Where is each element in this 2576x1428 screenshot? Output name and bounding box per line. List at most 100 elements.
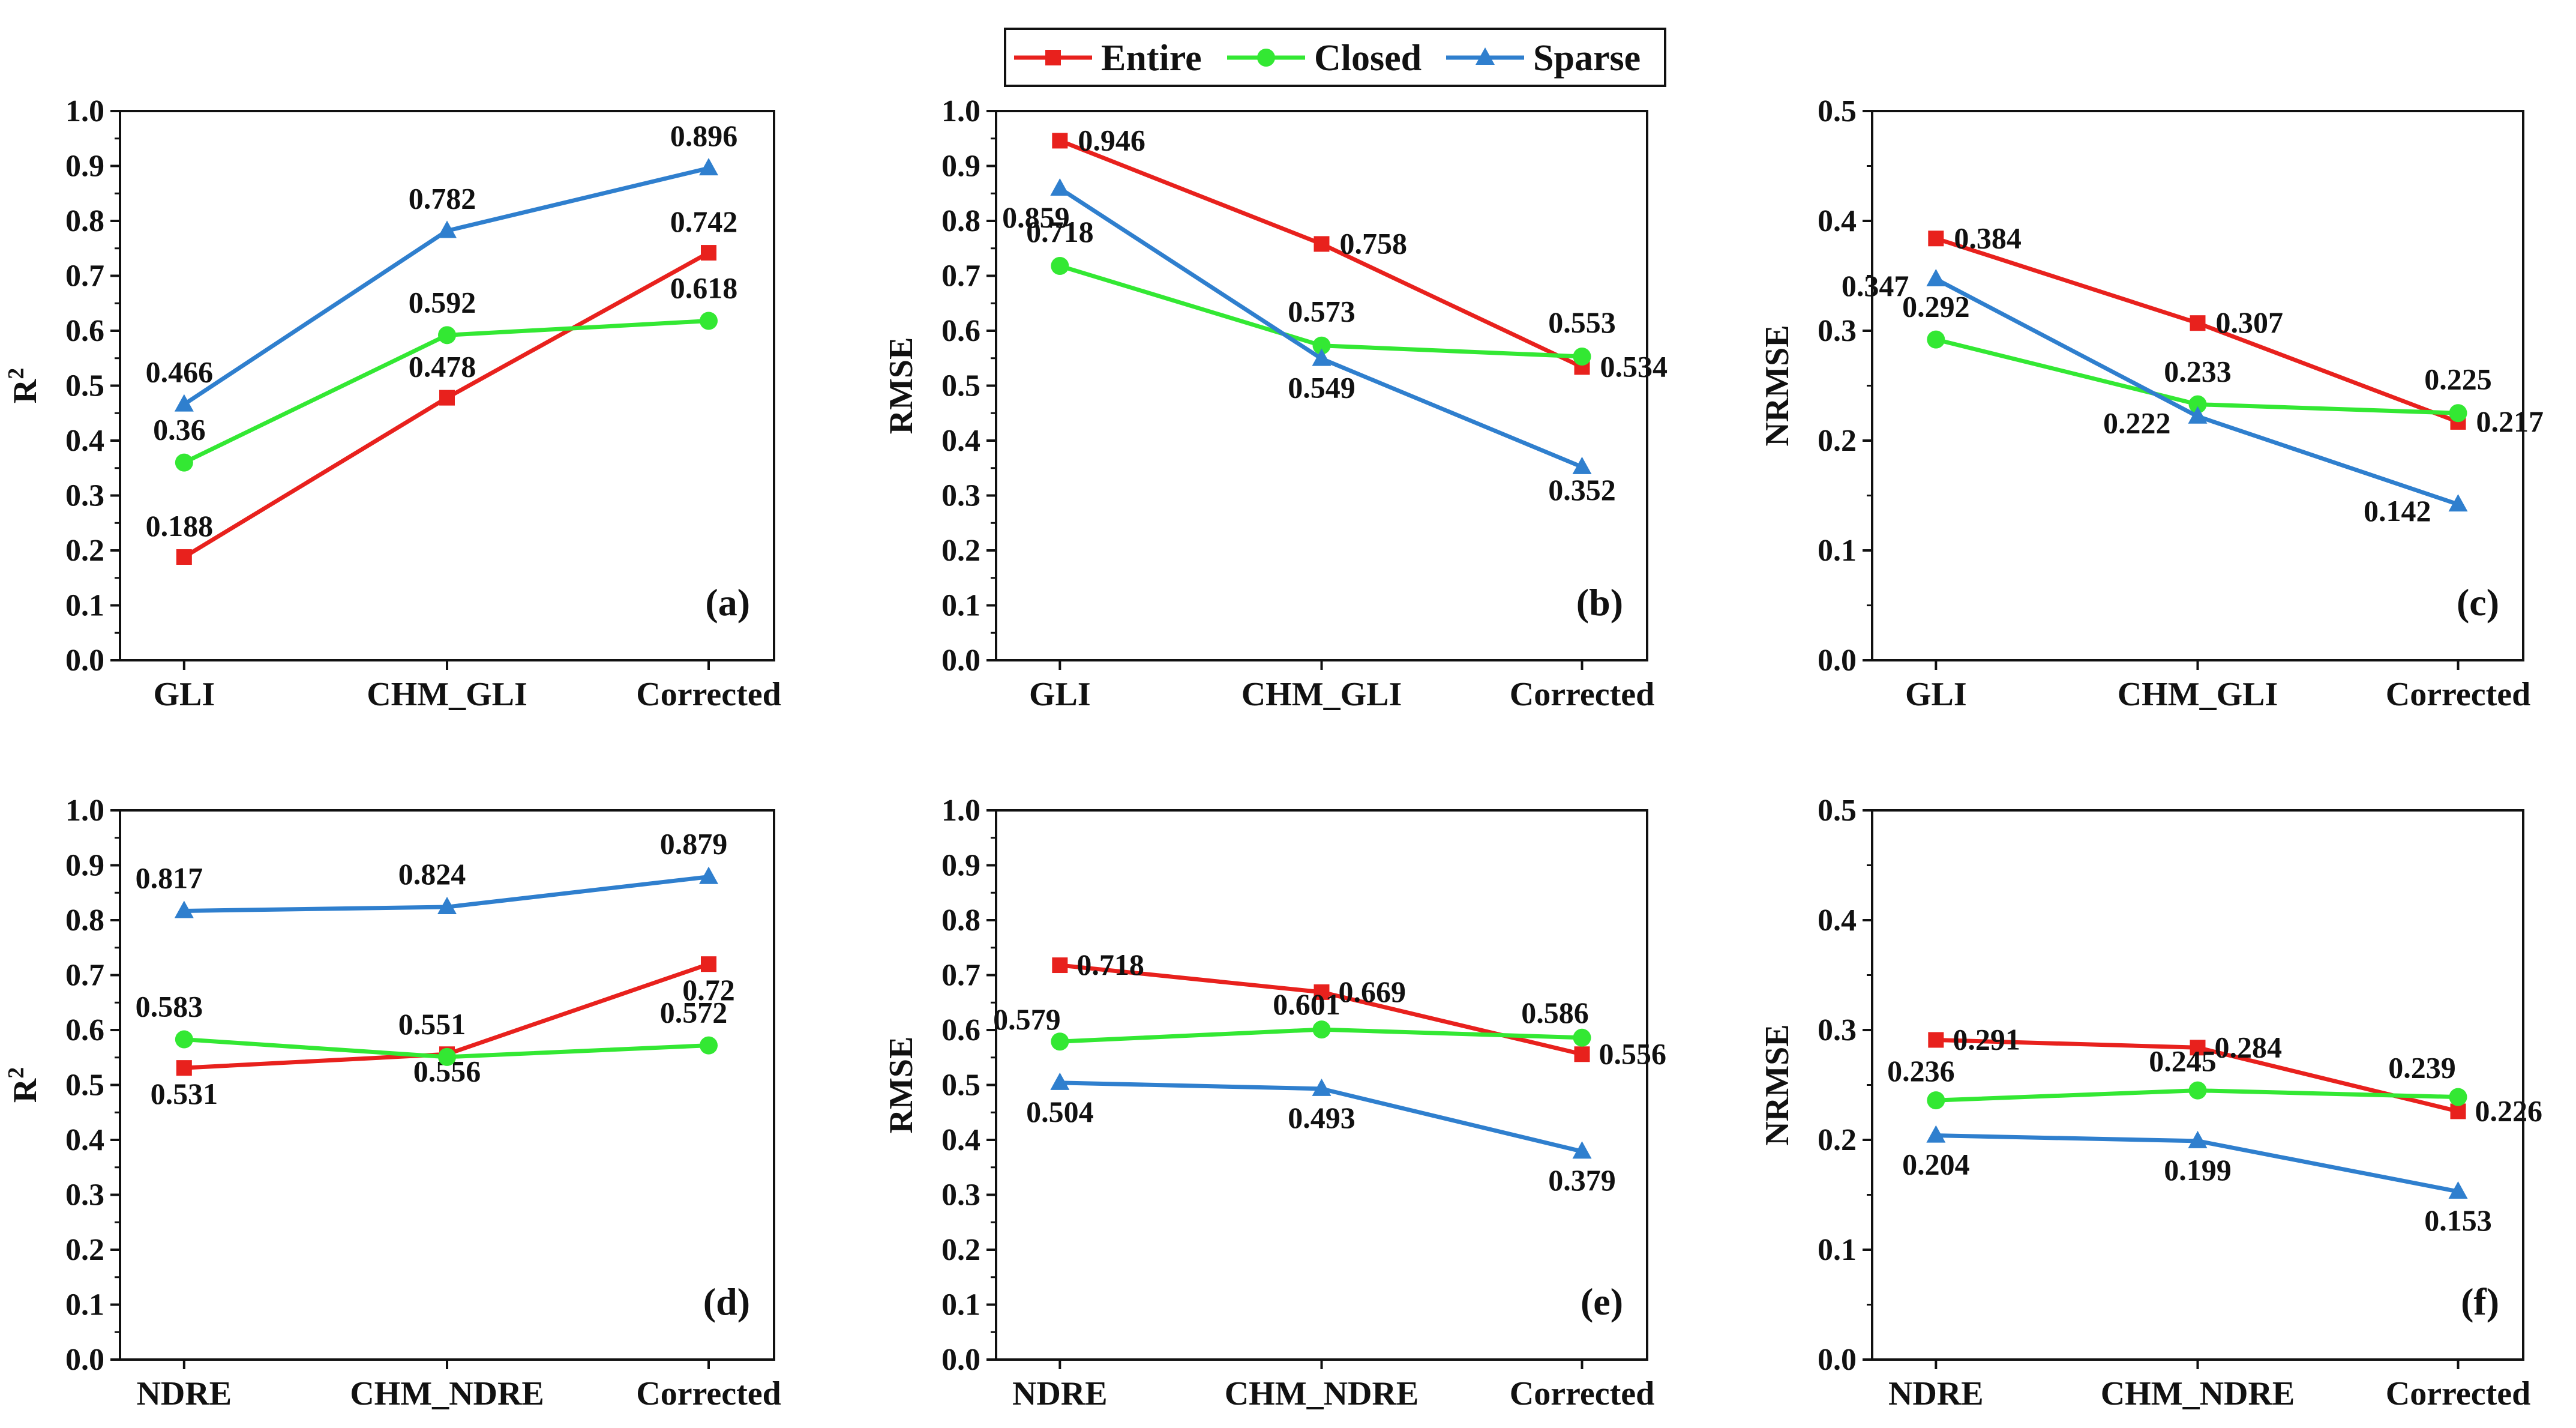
data-label: 0.379 — [1548, 1163, 1616, 1197]
y-tick-label: 0.2 — [65, 1233, 104, 1267]
x-category-label: NDRE — [1012, 1375, 1108, 1412]
y-tick-label: 0.2 — [941, 1233, 980, 1267]
x-category-label: NDRE — [136, 1375, 232, 1412]
data-label: 0.572 — [660, 996, 728, 1029]
series-closed: 0.583 0.551 0.572 — [136, 990, 728, 1066]
data-label: 0.222 — [2103, 406, 2171, 440]
x-category-label: Corrected — [1510, 1375, 1655, 1412]
x-category-label: Corrected — [2386, 676, 2531, 713]
data-point — [699, 866, 718, 884]
data-label: 0.284 — [2215, 1030, 2283, 1064]
panel-label: (c) — [2457, 581, 2499, 624]
legend-label: Entire — [1101, 38, 1202, 79]
data-point — [1314, 236, 1330, 252]
data-label: 0.352 — [1548, 473, 1616, 507]
data-point — [2449, 1088, 2467, 1106]
y-tick-label: 1.0 — [941, 94, 980, 128]
legend-item-sparse: Sparse — [1446, 38, 1641, 79]
legend-frame — [1004, 28, 1666, 87]
y-axis-label: NRMSE — [1759, 325, 1796, 446]
data-label: 0.466 — [146, 355, 214, 389]
data-point — [2188, 1081, 2207, 1100]
data-label: 0.534 — [1600, 349, 1668, 383]
data-label: 0.946 — [1078, 123, 1145, 157]
y-axis-label: R2 — [4, 1067, 44, 1103]
data-point — [1050, 1072, 1070, 1090]
y-tick-label: 0.0 — [1818, 1343, 1857, 1377]
legend-label: Sparse — [1533, 38, 1641, 79]
series-sparse: 0.817 0.824 0.879 — [136, 827, 728, 918]
data-point — [700, 312, 718, 330]
data-point — [2448, 1181, 2468, 1199]
y-tick-label: 0.9 — [65, 149, 104, 184]
data-label: 0.204 — [1902, 1148, 1970, 1181]
panel-label: (e) — [1581, 1280, 1623, 1323]
data-label: 0.217 — [2476, 405, 2544, 438]
data-label: 0.817 — [136, 861, 203, 894]
chart-panel-a: 0.0 0.1 0.2 0.3 0.4 0.5 0.6 0.7 0.8 0.9 1.0 GLI CHM_… — [4, 94, 781, 713]
y-tick-label: 0.1 — [941, 1288, 980, 1322]
data-label: 0.236 — [1887, 1054, 1955, 1088]
data-label: 0.824 — [398, 857, 466, 891]
data-label: 0.742 — [670, 205, 738, 238]
y-tick-label: 0.4 — [65, 1123, 104, 1157]
series-line — [1059, 139, 1583, 369]
data-label: 0.291 — [1953, 1022, 2020, 1056]
y-tick-label: 0.9 — [65, 849, 104, 883]
y-tick-label: 0.6 — [941, 1013, 980, 1047]
panel-label: (a) — [705, 581, 750, 624]
y-tick-label: 0.4 — [1818, 903, 1857, 938]
y-tick-label: 0.5 — [1818, 94, 1857, 128]
series-entire: 0.188 0.478 0.742 — [146, 205, 738, 565]
y-tick-label: 0.0 — [941, 1343, 980, 1377]
data-label: 0.72 — [682, 973, 735, 1007]
data-label: 0.292 — [1902, 290, 1970, 324]
data-label: 0.226 — [2475, 1094, 2543, 1127]
data-point — [1051, 257, 1069, 276]
data-point — [174, 394, 194, 412]
data-label: 0.549 — [1288, 371, 1356, 405]
data-label: 0.245 — [2149, 1044, 2217, 1078]
data-label: 0.556 — [1599, 1037, 1667, 1070]
data-point — [1314, 984, 1330, 1000]
data-point — [2188, 406, 2208, 424]
y-tick-label: 0.3 — [65, 479, 104, 513]
data-point — [1572, 456, 1592, 474]
y-tick-label: 0.9 — [941, 849, 980, 883]
x-category-label: GLI — [153, 676, 215, 713]
data-point — [1312, 336, 1331, 355]
series-entire: 0.946 0.758 0.534 — [1052, 123, 1668, 383]
y-axis-label: RMSE — [883, 1037, 920, 1134]
data-label: 0.478 — [409, 350, 476, 384]
data-point — [1051, 1032, 1069, 1051]
y-tick-label: 0.5 — [941, 1068, 980, 1103]
legend: Entire Closed Sparse — [1004, 28, 1666, 87]
data-label: 0.879 — [660, 827, 728, 861]
chart-panel-c: 0.0 0.1 0.2 0.3 0.4 0.5 GLI CHM_GLI Corrected NRM… — [1759, 94, 2544, 713]
panel-label: (f) — [2461, 1280, 2499, 1323]
data-point — [438, 326, 456, 345]
y-tick-label: 0.1 — [1818, 534, 1857, 568]
y-tick-label: 0.3 — [1818, 314, 1857, 348]
data-point — [174, 900, 194, 918]
series-entire: 0.291 0.284 0.226 — [1928, 1022, 2542, 1127]
y-tick-label: 0.6 — [65, 314, 104, 348]
y-tick-label: 0.2 — [1818, 424, 1857, 458]
data-label: 0.553 — [1548, 306, 1616, 339]
data-label: 0.669 — [1339, 975, 1407, 1008]
y-tick-label: 0.4 — [941, 1123, 980, 1157]
x-category-label: CHM_GLI — [1241, 676, 1402, 713]
data-point — [175, 1030, 193, 1049]
y-tick-label: 0.8 — [941, 204, 980, 238]
y-tick-label: 0.8 — [65, 204, 104, 238]
data-point — [1312, 348, 1332, 366]
data-label: 0.859 — [1002, 200, 1070, 234]
y-tick-label: 0.9 — [941, 149, 980, 184]
legend-marker — [1045, 50, 1061, 65]
data-point — [437, 220, 457, 238]
data-point — [2188, 1130, 2208, 1148]
chart-panel-f: 0.0 0.1 0.2 0.3 0.4 0.5 NDRE CHM_NDRE Corrected N… — [1759, 794, 2542, 1412]
x-category-label: CHM_NDRE — [350, 1375, 544, 1412]
data-label: 0.36 — [153, 413, 206, 447]
